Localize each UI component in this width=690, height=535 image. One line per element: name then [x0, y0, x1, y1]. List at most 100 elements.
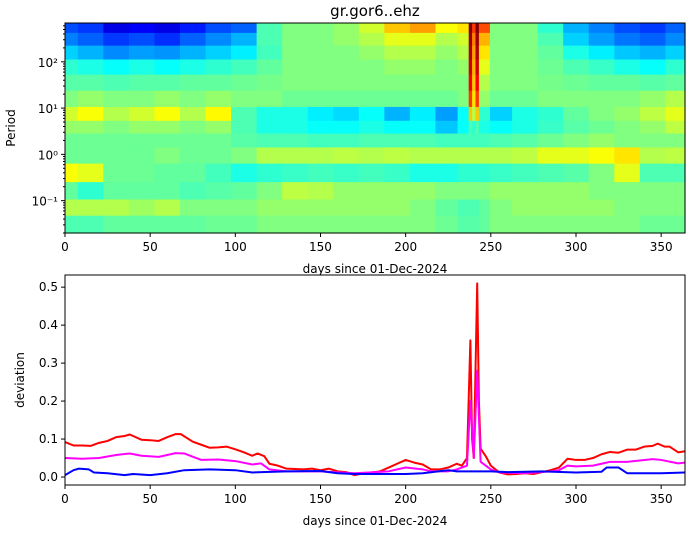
heatmap-cell — [614, 59, 641, 76]
heatmap-cell — [639, 23, 667, 34]
heatmap-cell — [65, 45, 79, 61]
heatmap-cell — [468, 163, 473, 183]
heatmap-cell — [478, 147, 491, 165]
heatmap-cell — [588, 59, 615, 76]
heatmap-cell — [307, 59, 334, 76]
heatmap-cell — [665, 106, 686, 122]
heatmap-cell — [512, 133, 539, 149]
heatmap-cell — [665, 163, 686, 183]
heatmap-cell — [307, 182, 334, 201]
heatmap-cell — [639, 215, 667, 234]
heatmap-cell — [256, 182, 283, 201]
heatmap-cell — [512, 215, 539, 234]
heatmap-cell — [205, 45, 232, 61]
heatmap-cell — [154, 133, 181, 149]
heatmap-cell — [77, 106, 104, 122]
y-tick-label: 0.4 — [39, 318, 58, 332]
heatmap-cell — [563, 74, 590, 92]
heatmap-cell — [333, 182, 360, 201]
heatmap-cell — [614, 147, 641, 165]
heatmap-cell — [65, 59, 79, 76]
heatmap-cell — [512, 199, 539, 217]
heatmap-cell — [435, 163, 459, 183]
heatmap-cell — [154, 106, 181, 122]
x-tick-label: 200 — [394, 240, 417, 254]
heatmap-cell — [475, 163, 480, 183]
heatmap-cell — [409, 74, 437, 92]
heatmap-cell — [588, 90, 615, 108]
heatmap-cell — [475, 106, 480, 122]
heatmap-cell — [639, 182, 667, 201]
heatmap-cell — [77, 59, 104, 76]
heatmap-cell — [665, 23, 686, 34]
heatmap-cell — [179, 199, 207, 217]
heatmap-cell — [537, 59, 564, 76]
heatmap-cell — [475, 32, 480, 47]
heatmap-cell — [65, 120, 79, 135]
heatmap-cell — [256, 120, 283, 135]
heatmap-cell — [154, 182, 181, 201]
heatmap-cell — [475, 147, 480, 165]
heatmap-cell — [65, 133, 79, 149]
heatmap-cell — [468, 199, 473, 217]
heatmap-cells — [65, 23, 686, 234]
y-axis-label: Period — [4, 109, 18, 146]
heatmap-cell — [472, 133, 477, 149]
heatmap-cell — [468, 74, 473, 92]
heatmap-cell — [563, 199, 590, 217]
y-tick-label: 10⁻¹ — [32, 195, 59, 209]
heatmap-cell — [358, 147, 385, 165]
heatmap-cell — [154, 23, 181, 34]
heatmap-cell — [457, 32, 470, 47]
heatmap-cell — [179, 74, 207, 92]
heatmap-cell — [472, 74, 477, 92]
heatmap-cell — [179, 59, 207, 76]
heatmap-cell — [665, 133, 686, 149]
heatmap-cell — [489, 215, 513, 234]
y-tick-label: 0.3 — [39, 356, 58, 370]
heatmap-cell — [639, 32, 667, 47]
heatmap-cell — [358, 182, 385, 201]
heatmap-cell — [256, 32, 283, 47]
heatmap-cell — [435, 182, 459, 201]
x-tick-label: 300 — [565, 240, 588, 254]
heatmap-cell — [588, 215, 615, 234]
heatmap-cell — [333, 32, 360, 47]
x-tick-label: 50 — [143, 240, 158, 254]
heatmap-cell — [256, 90, 283, 108]
spectrogram-panel: gr.gor6..ehz 0 50 100 150 200 250 300 350 days si… — [4, 2, 686, 276]
heatmap-cell — [537, 90, 564, 108]
heatmap-cell — [468, 59, 473, 76]
x-tick-label: 100 — [224, 492, 247, 506]
heatmap-cell — [333, 147, 360, 165]
heatmap-cell — [435, 59, 459, 76]
heatmap-cell — [468, 120, 473, 135]
heatmap-cell — [103, 90, 130, 108]
heatmap-cell — [231, 147, 258, 165]
heatmap-cell — [282, 90, 309, 108]
heatmap-cell — [65, 106, 79, 122]
heatmap-cell — [435, 133, 459, 149]
heatmap-cell — [128, 23, 156, 34]
heatmap-cell — [468, 45, 473, 61]
heatmap-cell — [472, 120, 477, 135]
heatmap-cell — [409, 59, 437, 76]
heatmap-cell — [205, 59, 232, 76]
heatmap-cell — [409, 120, 437, 135]
heatmap-cell — [489, 23, 513, 34]
heatmap-cell — [588, 147, 615, 165]
heatmap-cell — [478, 199, 491, 217]
heatmap-cell — [307, 32, 334, 47]
heatmap-cell — [77, 90, 104, 108]
heatmap-cell — [333, 106, 360, 122]
heatmap-cell — [65, 163, 79, 183]
heatmap-cell — [435, 120, 459, 135]
heatmap-cell — [588, 45, 615, 61]
heatmap-cell — [435, 90, 459, 108]
heatmap-cell — [457, 133, 470, 149]
heatmap-cell — [77, 199, 104, 217]
heatmap-cell — [409, 23, 437, 34]
heatmap-cell — [563, 182, 590, 201]
heatmap-cell — [205, 182, 232, 201]
